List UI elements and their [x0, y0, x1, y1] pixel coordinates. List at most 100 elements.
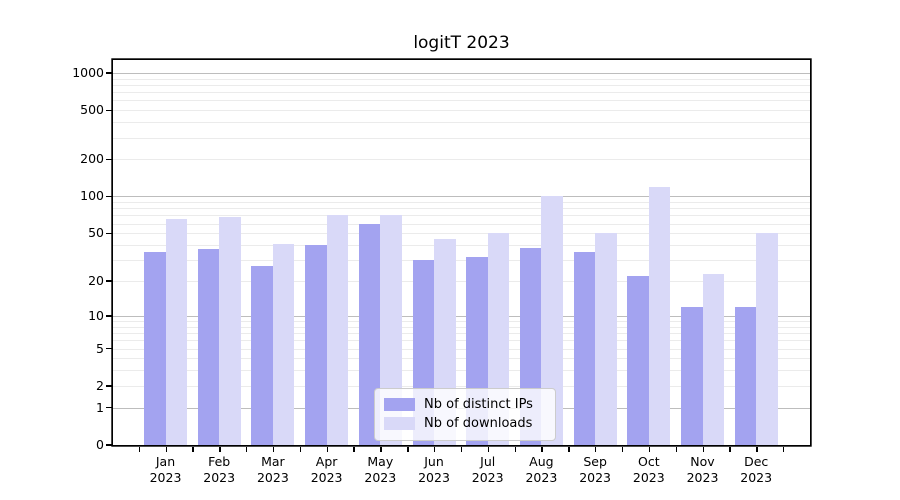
- bar-downloads-dec: [756, 233, 778, 445]
- x-tick-mark: [648, 446, 651, 452]
- bar-distinct-ips-apr: [305, 245, 327, 445]
- y-tick-mark: [106, 347, 112, 350]
- x-tick-mark: [541, 446, 543, 452]
- bar-distinct-ips-dec: [734, 306, 757, 445]
- y-tick-label: 2: [96, 377, 104, 393]
- bar-downloads-jan: [165, 219, 187, 445]
- x-tick-mark: [621, 446, 624, 452]
- chart-title: logitT 2023: [413, 33, 510, 53]
- minor-gridline: [113, 84, 810, 86]
- x-tick-label-sep: Sep 2023: [579, 454, 611, 485]
- minor-gridline: [113, 333, 810, 335]
- x-tick-label-jan: Jan 2023: [149, 454, 182, 485]
- y-tick-mark: [106, 72, 112, 74]
- x-tick-mark: [380, 446, 382, 452]
- minor-gridline: [113, 370, 810, 372]
- bar-downloads-apr: [326, 215, 349, 445]
- y-tick-label: 0: [96, 437, 104, 452]
- x-tick-mark: [219, 446, 221, 452]
- x-tick-mark: [246, 446, 248, 452]
- bar-downloads-feb: [219, 216, 241, 445]
- legend-swatch: [384, 398, 415, 411]
- x-tick-mark: [326, 446, 328, 452]
- minor-gridline: [113, 78, 810, 80]
- minor-gridline: [113, 358, 810, 360]
- x-tick-mark: [299, 446, 302, 452]
- major-gridline: [113, 315, 810, 317]
- x-tick-mark: [434, 446, 436, 452]
- legend-item: Nb of distinct IPs: [384, 395, 544, 414]
- y-tick-mark: [106, 385, 112, 387]
- bar-distinct-ips-nov: [681, 306, 703, 445]
- x-tick-mark: [675, 446, 678, 452]
- minor-gridline: [113, 233, 810, 235]
- x-tick-label-nov: Nov 2023: [686, 454, 719, 485]
- minor-gridline: [113, 260, 810, 262]
- x-tick-label-aug: Aug 2023: [525, 454, 558, 485]
- x-tick-mark: [729, 446, 731, 452]
- legend-label: Nb of distinct IPs: [424, 397, 533, 412]
- x-tick-mark: [407, 446, 409, 452]
- bar-downloads-may: [380, 215, 402, 445]
- minor-gridline: [113, 100, 810, 102]
- y-tick-mark: [106, 280, 112, 282]
- y-tick-mark: [106, 315, 112, 317]
- x-tick-mark: [514, 446, 516, 452]
- minor-gridline: [113, 281, 810, 283]
- x-tick-mark: [702, 446, 704, 452]
- minor-gridline: [113, 137, 810, 139]
- bar-distinct-ips-mar: [251, 265, 273, 445]
- x-tick-mark: [568, 446, 570, 452]
- legend-item: Nb of downloads: [384, 414, 544, 433]
- bar-downloads-nov: [702, 273, 724, 445]
- x-tick-mark: [165, 446, 167, 452]
- minor-gridline: [113, 321, 810, 322]
- x-tick-label-jun: Jun 2023: [418, 454, 450, 485]
- minor-gridline: [113, 385, 810, 387]
- x-tick-label-oct: Oct 2023: [632, 454, 665, 485]
- bar-downloads-aug: [541, 196, 563, 445]
- major-gridline: [113, 72, 810, 74]
- minor-gridline: [113, 208, 810, 210]
- y-tick-label: 5: [96, 340, 104, 356]
- y-tick-label: 20: [88, 273, 104, 289]
- minor-gridline: [113, 92, 810, 94]
- y-tick-mark: [106, 195, 112, 198]
- legend-label: Nb of downloads: [424, 416, 533, 431]
- y-tick-label: 1000: [72, 64, 104, 80]
- bar-downloads-mar: [272, 243, 295, 445]
- x-tick-mark: [460, 446, 463, 452]
- x-tick-mark: [272, 446, 275, 452]
- bar-distinct-ips-oct: [627, 276, 649, 445]
- minor-gridline: [113, 110, 810, 112]
- legend: Nb of distinct IPs Nb of downloads: [374, 388, 556, 441]
- minor-gridline: [113, 202, 810, 204]
- bar-distinct-ips-jan: [144, 252, 166, 445]
- plot-area: Nb of distinct IPs Nb of downloads: [113, 60, 810, 445]
- minor-gridline: [113, 223, 810, 225]
- x-tick-label-dec: Dec 2023: [740, 454, 773, 485]
- x-tick-mark: [138, 446, 141, 452]
- minor-gridline: [113, 215, 810, 217]
- y-tick-mark: [106, 158, 112, 161]
- y-tick-label: 500: [80, 102, 104, 118]
- minor-gridline: [113, 245, 810, 246]
- bar-downloads-sep: [595, 233, 617, 445]
- y-tick-label: 100: [80, 188, 104, 204]
- legend-swatch: [384, 417, 415, 430]
- x-tick-mark: [595, 446, 597, 452]
- minor-gridline: [113, 340, 810, 342]
- bar-downloads-oct: [648, 186, 671, 445]
- x-tick-label-may: May 2023: [364, 454, 397, 485]
- bar-distinct-ips-feb: [197, 249, 220, 445]
- x-tick-mark: [487, 446, 490, 452]
- x-tick-mark: [192, 446, 194, 452]
- minor-gridline: [113, 122, 810, 124]
- y-tick-label: 200: [80, 151, 104, 167]
- y-tick-mark: [106, 232, 112, 234]
- y-tick-mark: [106, 444, 112, 446]
- x-tick-label-mar: Mar 2023: [256, 454, 289, 485]
- minor-gridline: [113, 348, 810, 350]
- x-tick-label-feb: Feb 2023: [203, 454, 236, 485]
- y-tick-mark: [106, 406, 112, 409]
